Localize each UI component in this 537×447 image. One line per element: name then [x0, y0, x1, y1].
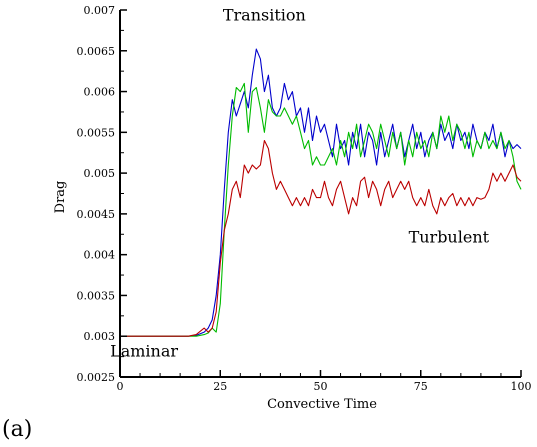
- annotation-turbulent: Turbulent: [409, 227, 490, 246]
- annotation-transition: Transition: [223, 6, 306, 25]
- x-tick-label: 75: [414, 380, 428, 393]
- x-tick-label: 100: [511, 380, 532, 393]
- x-tick-label: 0: [117, 380, 124, 393]
- series-layer: [120, 48, 522, 337]
- series-line-1: [120, 48, 522, 337]
- y-tick-label: 0.0035: [77, 289, 116, 302]
- annotation-layer: Transition Turbulent Laminar: [110, 6, 490, 361]
- x-tick-label: 50: [314, 380, 328, 393]
- series-line-3: [120, 139, 522, 337]
- y-tick-label: 0.003: [84, 330, 116, 343]
- axes-layer: [119, 10, 521, 378]
- x-axis-label: Convective Time: [267, 397, 377, 412]
- y-tick-label: 0.006: [84, 86, 116, 99]
- y-tick-label: 0.0045: [77, 208, 116, 221]
- x-tick-label: 25: [213, 380, 227, 393]
- y-tick-label: 0.007: [84, 4, 116, 17]
- tick-layer: 0 25 50 75 100 0.0025 0.003 0.0035 0.004 0.0045 0.…: [77, 4, 532, 393]
- y-tick-label: 0.005: [84, 167, 116, 180]
- annotation-laminar: Laminar: [110, 342, 178, 361]
- y-axis-label: Drag: [53, 181, 68, 214]
- y-tick-label: 0.0055: [77, 126, 116, 139]
- y-tick-label: 0.004: [84, 249, 116, 262]
- panel-label: (a): [2, 417, 32, 442]
- y-tick-label: 0.0065: [77, 45, 116, 58]
- series-line-2: [120, 82, 522, 337]
- y-tick-label: 0.0025: [77, 371, 116, 384]
